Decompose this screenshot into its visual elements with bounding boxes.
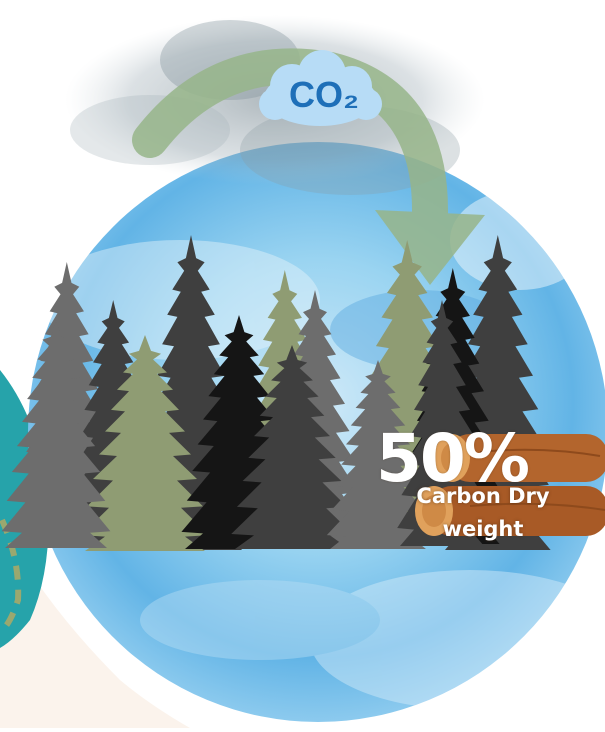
co2-cloud — [259, 50, 382, 126]
carbon-percentage: 50% — [376, 420, 530, 497]
wood-logs — [415, 434, 605, 536]
cream-background-shape — [0, 520, 190, 728]
carbon-caption: Carbon Dry weight — [416, 484, 550, 541]
co2-label: CO₂ — [289, 74, 359, 115]
